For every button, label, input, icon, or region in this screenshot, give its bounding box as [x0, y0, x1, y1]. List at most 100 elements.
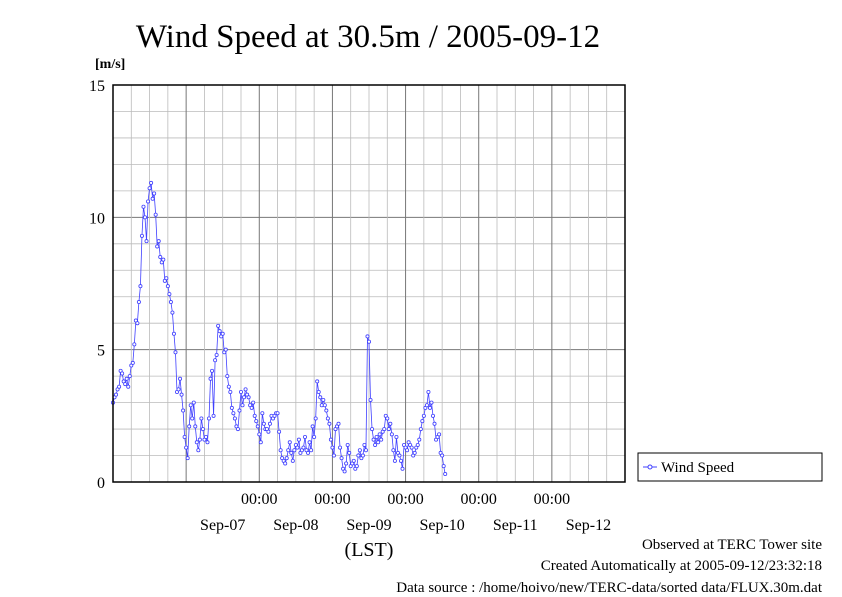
data-point	[437, 432, 442, 437]
footer-created: Created Automatically at 2005-09-12/23:3…	[540, 558, 822, 574]
data-point	[277, 429, 282, 434]
data-point	[242, 395, 247, 400]
legend: Wind Speed	[637, 452, 823, 482]
data-point	[153, 212, 158, 217]
data-point	[187, 424, 192, 429]
data-point	[171, 331, 176, 336]
data-point	[184, 445, 189, 450]
data-point	[197, 437, 202, 442]
data-point	[440, 453, 445, 458]
data-point	[220, 331, 225, 336]
x-tick-label: 00:00	[314, 491, 350, 508]
data-point	[306, 450, 311, 455]
data-point	[418, 427, 423, 432]
data-point	[235, 427, 240, 432]
data-point	[178, 376, 183, 381]
data-point	[417, 437, 422, 442]
x-tick-label: 00:00	[387, 491, 423, 508]
data-point	[147, 186, 152, 191]
data-point	[136, 300, 141, 305]
data-point	[290, 458, 295, 463]
data-point	[167, 292, 172, 297]
data-point	[327, 421, 332, 426]
chart-title: Wind Speed at 30.5m / 2005-09-12	[136, 19, 600, 55]
data-point	[225, 374, 230, 379]
data-point	[412, 450, 417, 455]
data-point	[429, 400, 434, 405]
data-point	[432, 421, 437, 426]
data-point	[338, 445, 343, 450]
data-point	[120, 371, 125, 376]
data-point	[255, 424, 260, 429]
data-point	[173, 350, 178, 355]
data-point	[370, 427, 375, 432]
y-axis-unit: [m/s]	[95, 57, 125, 72]
data-point	[307, 440, 312, 445]
data-point	[170, 310, 175, 315]
series-wind-speed	[111, 180, 448, 477]
data-point	[354, 464, 359, 469]
data-point	[405, 448, 410, 453]
data-point	[214, 352, 219, 357]
data-point	[275, 411, 280, 416]
y-tick-label: 15	[89, 78, 105, 95]
data-point	[158, 255, 163, 260]
data-point	[366, 339, 371, 344]
data-point	[240, 403, 245, 408]
data-point	[161, 257, 166, 262]
footer-observed: Observed at TERC Tower site	[641, 537, 822, 553]
data-point	[339, 456, 344, 461]
data-point	[315, 379, 320, 384]
y-tick-label: 0	[97, 475, 105, 492]
data-point	[203, 435, 208, 440]
data-point	[318, 395, 323, 400]
data-point	[351, 458, 356, 463]
data-point	[117, 384, 122, 389]
data-point	[313, 416, 318, 421]
data-point	[420, 419, 425, 424]
data-point	[394, 435, 399, 440]
data-point	[181, 408, 186, 413]
data-point	[176, 387, 181, 392]
x-date-label: Sep-09	[346, 517, 391, 534]
data-point	[185, 456, 190, 461]
data-point	[229, 405, 234, 410]
data-point	[146, 199, 151, 204]
data-point	[357, 448, 362, 453]
data-point	[356, 453, 361, 458]
data-point	[310, 424, 315, 429]
data-point	[312, 435, 317, 440]
data-point	[389, 432, 394, 437]
data-point	[388, 421, 393, 426]
data-point	[237, 408, 242, 413]
data-point	[374, 435, 379, 440]
legend-box	[637, 452, 823, 482]
data-point	[289, 450, 294, 455]
data-point	[196, 448, 201, 453]
data-point	[246, 395, 251, 400]
data-point	[368, 397, 373, 402]
data-point	[216, 323, 221, 328]
data-point	[330, 445, 335, 450]
data-point	[397, 453, 402, 458]
data-point	[347, 450, 352, 455]
data-point	[114, 392, 119, 397]
data-point	[325, 416, 330, 421]
data-point	[321, 397, 326, 402]
data-point	[168, 300, 173, 305]
data-point	[266, 429, 271, 434]
data-point	[309, 448, 314, 453]
data-point	[188, 403, 193, 408]
data-point	[135, 321, 140, 326]
data-point	[252, 413, 257, 418]
x-date-label: Sep-11	[493, 517, 538, 534]
data-point	[210, 368, 215, 373]
data-point	[126, 384, 131, 389]
data-point	[427, 405, 432, 410]
data-point	[155, 244, 160, 249]
x-tick-label: 00:00	[241, 491, 277, 508]
data-point	[149, 180, 154, 185]
data-point	[386, 427, 391, 432]
data-point	[164, 276, 169, 281]
axis-labels: 0 5 10 15 00:00 00:00 00:00 00:00 00:00 Sep-07 Sep…	[89, 78, 611, 534]
